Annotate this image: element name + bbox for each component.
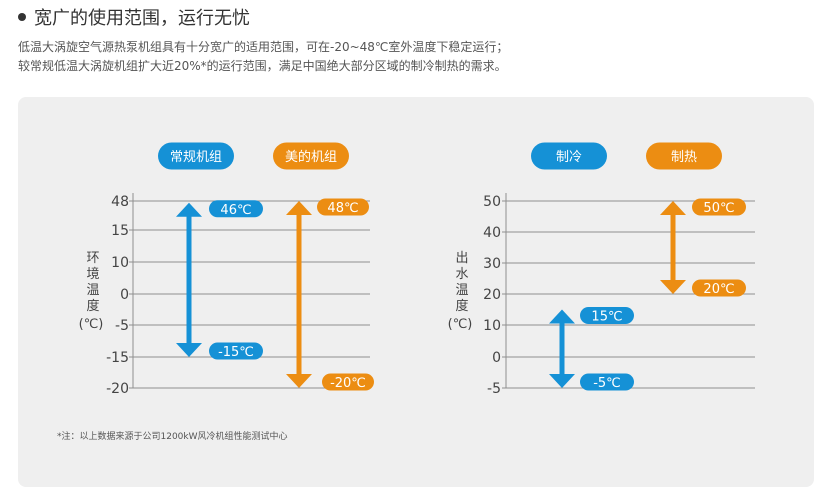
tick-label: -15 (106, 350, 129, 366)
min-value-label-bg (322, 373, 374, 391)
max-value-label: 15℃ (591, 310, 622, 325)
series-name: 制冷 (556, 150, 582, 165)
series-name-bg (531, 142, 607, 170)
min-value-label: -5℃ (593, 376, 621, 391)
max-value-label-bg (580, 307, 634, 324)
section-title: 宽广的使用范围，运行无忧 (18, 4, 250, 30)
section-title-text: 宽广的使用范围，运行无忧 (34, 8, 250, 29)
range-arrow-head-up (660, 201, 686, 215)
max-value-label-bg (209, 200, 263, 218)
tick-label: 30 (483, 256, 501, 272)
tick-label: 10 (483, 318, 501, 334)
range-arrow-head-up (549, 309, 575, 324)
tick-label: 0 (120, 287, 129, 303)
description-line-2: 较常规低温大涡旋机组扩大近20%*的运行范围，满足中国绝大部分区域的制冷制热的需… (18, 59, 507, 73)
range-arrow-shaft (186, 215, 192, 344)
tick-label: -5 (487, 381, 501, 397)
range-arrow-shaft (296, 214, 302, 375)
range-arrow-shaft (670, 214, 676, 281)
series-name-bg (158, 142, 234, 170)
description-line-1: 低温大涡旋空气源热泵机组具有十分宽广的适用范围，可在-20~48℃室外温度下稳定… (18, 40, 509, 54)
range-arrow-shaft (559, 322, 565, 375)
max-value-label-bg (692, 198, 746, 216)
min-value-label: 20℃ (703, 282, 734, 297)
max-value-label-bg (317, 198, 369, 216)
series-name: 美的机组 (285, 149, 337, 165)
series-name-bg (646, 142, 722, 170)
y-axis-label: 环境温度(℃) (79, 251, 104, 332)
tick-label: 20 (483, 287, 501, 303)
footnote: *注：以上数据来源于公司1200kW风冷机组性能测试中心 (57, 432, 288, 442)
range-arrow-head-up (286, 201, 312, 215)
range-arrow-head-down (176, 343, 202, 357)
tick-label: -5 (115, 318, 129, 334)
y-axis-label: 出水温度(℃) (448, 251, 473, 332)
tick-label: 48 (111, 194, 129, 210)
tick-label: 50 (483, 194, 501, 210)
min-value-label-bg (580, 373, 634, 391)
range-arrow-head-down (660, 280, 686, 294)
tick-label: 15 (111, 223, 129, 239)
max-value-label: 48℃ (327, 201, 358, 216)
tick-label: -20 (106, 381, 129, 397)
max-value-label: 50℃ (703, 201, 734, 216)
range-arrow-head-down (549, 374, 575, 388)
series-name-bg (273, 142, 349, 170)
max-value-label: 46℃ (220, 203, 251, 218)
tick-label: 40 (483, 225, 501, 241)
series-name: 制热 (671, 150, 697, 165)
min-value-label: -15℃ (218, 345, 254, 360)
tick-label: 10 (111, 255, 129, 271)
series-name: 常规机组 (170, 150, 222, 165)
range-arrow-head-down (286, 374, 312, 388)
bullet-dot (18, 13, 26, 21)
min-value-label: -20℃ (330, 376, 366, 391)
min-value-label-bg (209, 342, 263, 360)
range-arrow-head-up (176, 202, 202, 217)
min-value-label-bg (692, 279, 746, 297)
tick-label: 0 (492, 350, 501, 366)
